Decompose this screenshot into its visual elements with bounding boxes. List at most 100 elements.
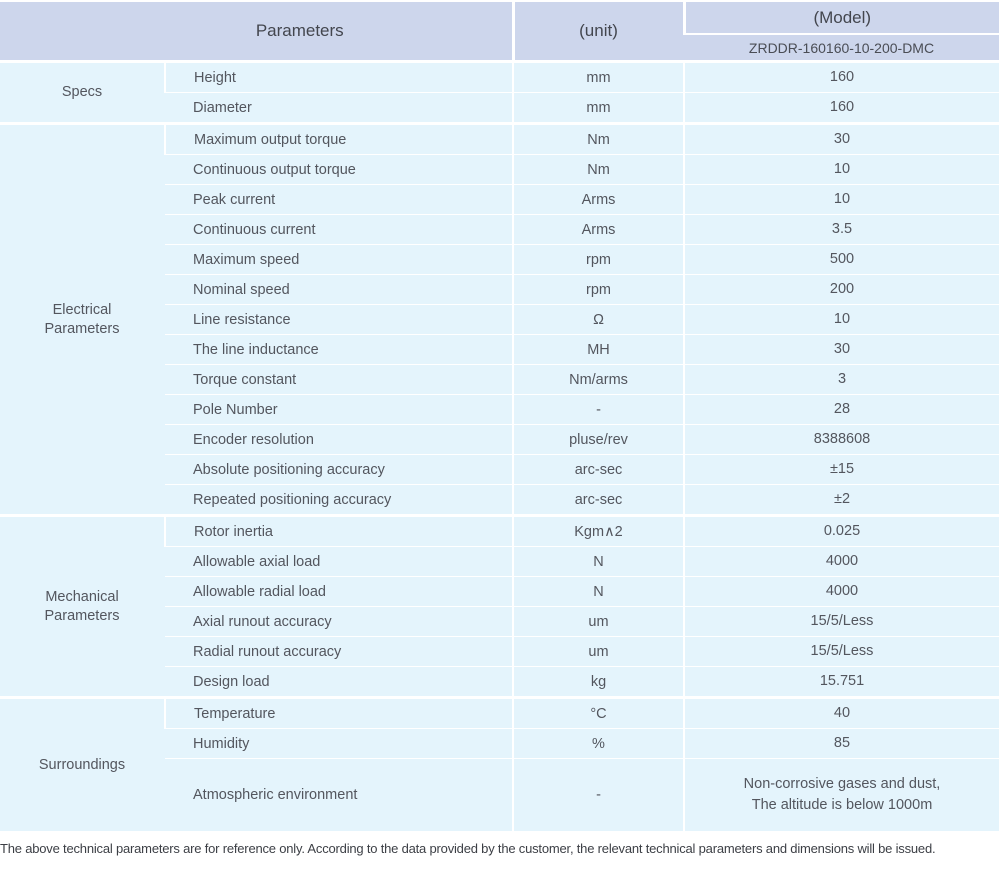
table-row: Maximum speed rpm 500 [0,244,999,275]
table-row: Radial runout accuracy um 15/5/Less [0,636,999,667]
value-cell: 160 [683,92,999,124]
parameter-name-cell: Torque constant [165,364,513,395]
value-cell: 28 [683,394,999,425]
parameter-name-cell: Atmospheric environment [165,758,513,831]
header-row: Parameters (unit) (Model) [0,2,999,63]
table-row: Absolute positioning accuracy arc-sec ±15 [0,454,999,485]
value-cell: 40 [683,696,999,729]
table-row: Line resistance Ω 10 [0,304,999,335]
unit-cell: rpm [512,274,684,305]
unit-cell: - [512,394,684,425]
value-cell: 15/5/Less [683,606,999,637]
value-cell: 160 [683,60,999,93]
value-cell: 10 [683,154,999,185]
column-header-parameters: Parameters [0,2,513,63]
value-cell: 200 [683,274,999,305]
parameter-name-cell: Rotor inertia [164,514,513,547]
value-cell: 0.025 [683,514,999,547]
value-cell: 4000 [683,576,999,607]
table-row: Repeated positioning accuracy arc-sec ±2 [0,484,999,516]
parameter-name-cell: Height [164,60,513,93]
value-cell: 15.751 [683,666,999,698]
parameter-name-cell: Radial runout accuracy [165,636,513,667]
parameter-name-cell: Maximum speed [165,244,513,275]
table-row: Diameter mm 160 [0,92,999,124]
unit-cell: mm [512,92,684,124]
table-row: Design load kg 15.751 [0,666,999,698]
category-cell: Electrical Parameters [0,122,165,516]
value-cell: 30 [683,122,999,155]
value-cell: 8388608 [683,424,999,455]
table-header: Parameters (unit) (Model) ZRDDR-160160-1… [0,2,999,63]
unit-cell: N [512,546,684,577]
parameter-name-cell: Continuous current [165,214,513,245]
unit-cell: um [512,606,684,637]
parameter-name-cell: Allowable axial load [165,546,513,577]
value-cell: 3 [683,364,999,395]
table-row: Humidity% 85 [0,728,999,759]
table-row: Peak current Arms 10 [0,184,999,215]
table-row: Encoder resolution pluse/rev 8388608 [0,424,999,455]
column-header-model: (Model) [682,2,999,35]
parameter-name-cell: Maximum output torque [164,122,513,155]
unit-cell: Arms [512,184,684,215]
unit-cell: arc-sec [512,484,684,516]
table-row: Axial runout accuracy um 15/5/Less [0,606,999,637]
value-cell: 85 [683,728,999,759]
unit-cell: um [512,636,684,667]
parameter-name-cell: Absolute positioning accuracy [165,454,513,485]
table-row: Torque constant Nm/arms 3 [0,364,999,395]
parameter-name-cell: Nominal speed [165,274,513,305]
parameter-name-cell: The line inductance [165,334,513,365]
value-cell: 30 [683,334,999,365]
table-row: Specs Height mm 160 [0,60,999,124]
unit-cell: % [512,728,684,759]
table-row: Continuous output torque Nm 10 [0,154,999,185]
parameter-name-cell: Pole Number [165,394,513,425]
parameter-name-cell: Continuous output torque [165,154,513,185]
unit-cell: arc-sec [512,454,684,485]
unit-cell: Kgm∧2 [512,514,684,547]
table-row: Electrical Parameters Maximum output torq… [0,122,999,516]
column-header-unit: (unit) [511,2,684,63]
value-cell: Non-corrosive gases and dust, The altitu… [683,758,999,831]
parameter-name-cell: Line resistance [165,304,513,335]
header-model-row: ZRDDR-160160-10-200-DMC [0,34,999,63]
unit-cell: mm [512,60,684,93]
value-cell: 3.5 [683,214,999,245]
table-row: Atmospheric environment - Non-corrosive ga… [0,758,999,831]
value-cell: ±15 [683,454,999,485]
category-cell: Mechanical Parameters [0,514,165,698]
value-cell: 4000 [683,546,999,577]
value-cell: 500 [683,244,999,275]
parameter-name-cell: Allowable radial load [165,576,513,607]
parameter-name-cell: Peak current [165,184,513,215]
unit-cell: pluse/rev [512,424,684,455]
table-row: Mechanical Parameters Rotor inertia Kgm∧2 0… [0,514,999,698]
unit-cell: Nm/arms [512,364,684,395]
unit-cell: MH [512,334,684,365]
table-row: Surroundings Temperature °C 40 [0,696,999,831]
parameter-name-cell: Diameter [165,92,513,124]
parameter-name-cell: Design load [165,666,513,698]
unit-cell: N [512,576,684,607]
category-cell: Specs [0,60,165,124]
unit-cell: Nm [512,122,684,155]
parameter-name-cell: Temperature [164,696,513,729]
value-cell: 10 [683,184,999,215]
value-cell: 15/5/Less [683,636,999,667]
parameter-name-cell: Axial runout accuracy [165,606,513,637]
parameter-name-cell: Repeated positioning accuracy [165,484,513,516]
unit-cell: Ω [512,304,684,335]
table-row: The line inductance MH 30 [0,334,999,365]
table-row: Nominal speed rpm 200 [0,274,999,305]
spec-table: Parameters (unit) (Model) ZRDDR-160160-1… [0,2,999,831]
parameter-name-cell: Humidity [165,728,513,759]
unit-cell: rpm [512,244,684,275]
table-row: Allowable radial load N 4000 [0,576,999,607]
unit-cell: - [512,758,684,831]
unit-cell: kg [512,666,684,698]
unit-cell: Nm [512,154,684,185]
model-code: ZRDDR-160160-10-200-DMC [684,34,999,63]
